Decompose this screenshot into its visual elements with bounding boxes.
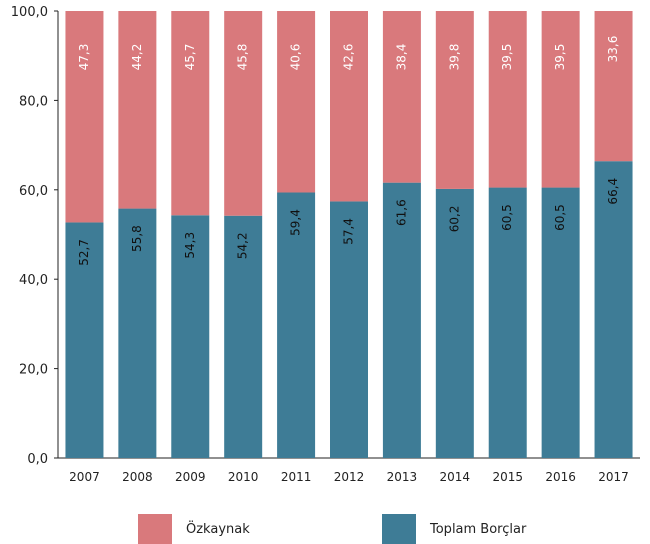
- legend-item-toplam-borclar: Toplam Borçlar: [382, 514, 526, 544]
- bar-segment: [488, 187, 527, 458]
- x-tick-label: 2014: [440, 470, 471, 484]
- data-label: 60,5: [553, 204, 567, 231]
- bar-segment: [171, 215, 210, 458]
- bar-segment: [171, 11, 210, 216]
- x-tick-label: 2013: [387, 470, 418, 484]
- x-tick-label: 2007: [69, 470, 100, 484]
- bar-segment: [65, 11, 104, 223]
- bar-segment: [435, 11, 474, 189]
- x-tick-label: 2010: [228, 470, 259, 484]
- data-label: 55,8: [130, 225, 144, 252]
- data-label: 61,6: [394, 199, 408, 226]
- y-tick-label: 80,0: [19, 94, 48, 109]
- data-label: 59,4: [289, 209, 303, 236]
- y-tick-label: 40,0: [19, 273, 48, 288]
- data-label: 54,3: [183, 232, 197, 259]
- legend-swatch-toplam-borclar: [382, 514, 416, 544]
- legend-swatch-ozkaynak: [138, 514, 172, 544]
- data-label: 33,6: [606, 36, 620, 63]
- y-tick-label: 20,0: [19, 363, 48, 378]
- data-label: 45,8: [236, 44, 250, 71]
- bar-segment: [224, 11, 263, 216]
- bar-segment: [330, 201, 368, 458]
- legend-item-ozkaynak: Özkaynak: [138, 514, 250, 544]
- bar-segment: [277, 11, 316, 193]
- data-label: 52,7: [77, 239, 91, 266]
- bar-segment: [382, 182, 421, 458]
- bar-segment: [224, 215, 263, 458]
- data-label: 57,4: [342, 218, 356, 245]
- x-tick-label: 2015: [492, 470, 523, 484]
- stacked-bar-chart: 0,0 20,0 40,0 60,0 80,0 100,0 52,7 47,3 2007 55,8…: [11, 5, 640, 484]
- bar-segment: [541, 11, 580, 188]
- bar-segment: [277, 192, 316, 458]
- bar-segment: [594, 11, 633, 162]
- bar-segment: [118, 208, 157, 458]
- y-tick-label: 0,0: [27, 452, 48, 467]
- data-label: 39,8: [447, 44, 461, 71]
- data-label: 45,7: [183, 44, 197, 71]
- data-label: 40,6: [289, 44, 303, 71]
- bar-segment: [382, 11, 421, 183]
- x-tick-label: 2012: [334, 470, 365, 484]
- y-tick-label: 60,0: [19, 184, 48, 199]
- x-tick-label: 2011: [281, 470, 312, 484]
- x-tick-label: 2017: [598, 470, 629, 484]
- data-label: 44,2: [130, 44, 144, 71]
- data-label: 60,2: [447, 206, 461, 233]
- legend-label-toplam-borclar: Toplam Borçlar: [430, 521, 527, 537]
- data-label: 60,5: [500, 204, 514, 231]
- data-label: 66,4: [606, 178, 620, 205]
- bar-segment: [118, 11, 157, 209]
- data-label: 38,4: [394, 44, 408, 71]
- data-label: 39,5: [553, 44, 567, 71]
- legend: Özkaynak Toplam Borçlar: [0, 514, 650, 544]
- data-label: 54,2: [236, 232, 250, 259]
- bar-segment: [594, 161, 633, 458]
- bar-segment: [541, 187, 580, 458]
- y-tick-label: 100,0: [11, 5, 48, 20]
- bar-segment: [488, 11, 527, 188]
- bar-segment: [330, 11, 368, 202]
- x-tick-label: 2009: [175, 470, 206, 484]
- x-tick-label: 2008: [122, 470, 153, 484]
- data-label: 47,3: [77, 44, 91, 71]
- bar-segment: [435, 188, 474, 458]
- bar-segment: [65, 222, 104, 458]
- x-tick-label: 2016: [545, 470, 576, 484]
- data-label: 42,6: [342, 44, 356, 71]
- data-label: 39,5: [500, 44, 514, 71]
- legend-label-ozkaynak: Özkaynak: [186, 521, 250, 537]
